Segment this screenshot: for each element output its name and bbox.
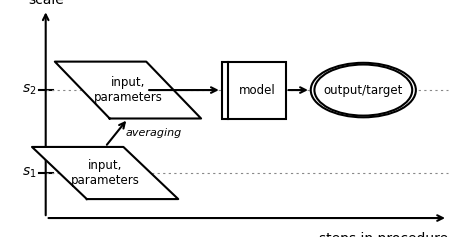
Text: model: model (239, 84, 275, 96)
Polygon shape (55, 62, 201, 118)
Text: $s_2$: $s_2$ (22, 83, 37, 97)
Text: output/target: output/target (324, 84, 403, 96)
Text: input,
parameters: input, parameters (71, 159, 139, 187)
Text: $s_1$: $s_1$ (22, 166, 37, 180)
Text: input,
parameters: input, parameters (94, 76, 162, 104)
Text: steps in procedure: steps in procedure (319, 232, 448, 237)
Ellipse shape (311, 63, 416, 117)
Ellipse shape (314, 64, 412, 116)
Polygon shape (32, 147, 178, 199)
Text: averaging: averaging (126, 128, 182, 138)
Bar (222, 62, 286, 118)
Text: scale: scale (28, 0, 64, 7)
